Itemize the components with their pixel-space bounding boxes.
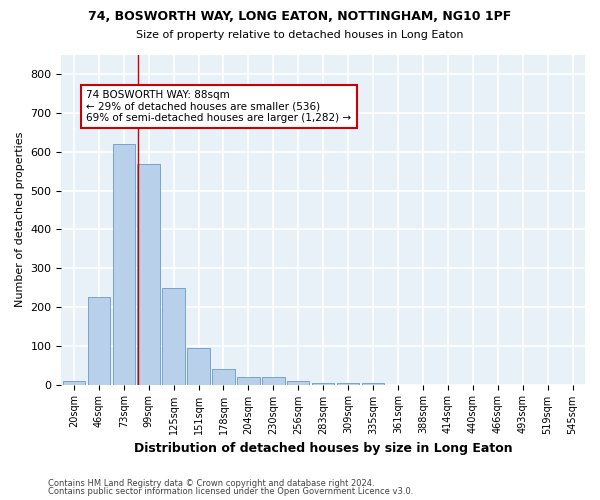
Bar <box>337 382 359 384</box>
Bar <box>113 144 135 384</box>
Bar <box>137 164 160 384</box>
Bar <box>187 348 210 385</box>
X-axis label: Distribution of detached houses by size in Long Eaton: Distribution of detached houses by size … <box>134 442 512 455</box>
Bar <box>312 382 334 384</box>
Text: 74 BOSWORTH WAY: 88sqm
← 29% of detached houses are smaller (536)
69% of semi-de: 74 BOSWORTH WAY: 88sqm ← 29% of detached… <box>86 90 352 123</box>
Bar <box>212 369 235 384</box>
Bar <box>287 382 310 384</box>
Y-axis label: Number of detached properties: Number of detached properties <box>15 132 25 308</box>
Text: Contains public sector information licensed under the Open Government Licence v3: Contains public sector information licen… <box>48 487 413 496</box>
Bar <box>262 377 284 384</box>
Bar <box>163 288 185 384</box>
Text: 74, BOSWORTH WAY, LONG EATON, NOTTINGHAM, NG10 1PF: 74, BOSWORTH WAY, LONG EATON, NOTTINGHAM… <box>88 10 512 23</box>
Bar <box>237 377 260 384</box>
Text: Contains HM Land Registry data © Crown copyright and database right 2024.: Contains HM Land Registry data © Crown c… <box>48 478 374 488</box>
Bar <box>62 380 85 384</box>
Text: Size of property relative to detached houses in Long Eaton: Size of property relative to detached ho… <box>136 30 464 40</box>
Bar <box>88 298 110 384</box>
Bar <box>362 382 384 384</box>
